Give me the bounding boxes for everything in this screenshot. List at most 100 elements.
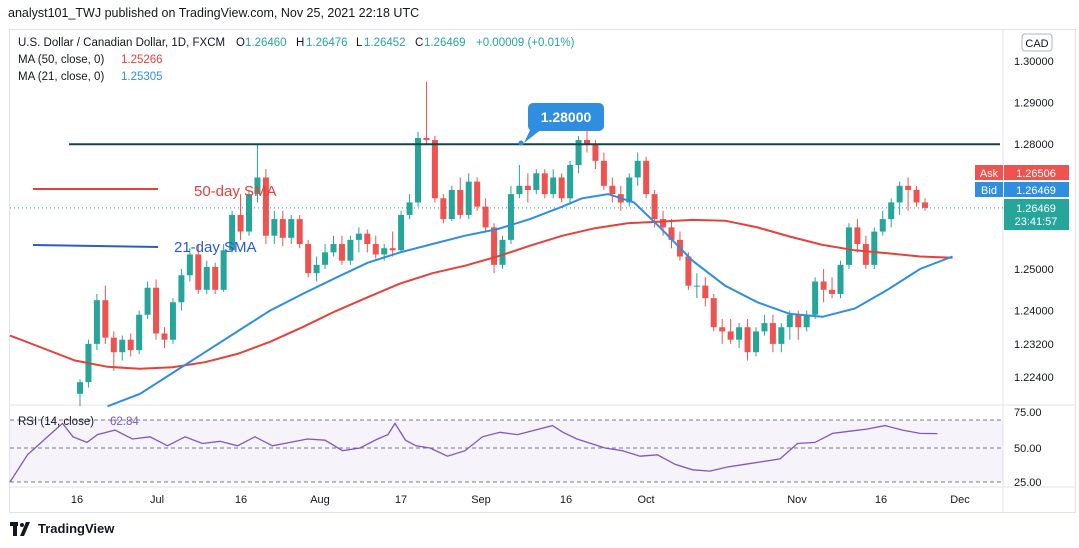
- candle: [423, 81, 430, 145]
- candle: [102, 285, 109, 344]
- candle: [440, 194, 447, 224]
- candle: [702, 277, 709, 307]
- candle-body: [296, 219, 303, 245]
- candle: [322, 244, 329, 269]
- candle-body: [558, 177, 565, 199]
- candle: [862, 235, 869, 269]
- candle-body: [448, 189, 455, 220]
- price-tick-label: 1.24000: [1014, 306, 1054, 318]
- candle: [389, 231, 396, 257]
- candle-body: [871, 231, 878, 265]
- candle: [609, 177, 616, 203]
- currency-badge-box[interactable]: [1021, 33, 1053, 52]
- resistance-callout[interactable]: 1.28000: [518, 103, 605, 146]
- candle-body: [220, 250, 227, 290]
- candle-body: [457, 189, 464, 215]
- candle: [736, 323, 743, 349]
- candle: [516, 165, 523, 199]
- candle: [431, 135, 438, 203]
- candle: [499, 235, 506, 269]
- candle: [533, 169, 540, 195]
- candle-body: [372, 244, 379, 255]
- candle: [854, 219, 861, 253]
- ma50-legend-label: MA (50, close, 0): [18, 54, 104, 66]
- symbol-title: U.S. Dollar / Canadian Dollar, 1D, FXCM: [18, 37, 225, 49]
- candle-body: [795, 314, 802, 328]
- tradingview-logo[interactable]: TradingView: [10, 521, 114, 536]
- resistance-label: 1.28000: [541, 109, 592, 125]
- time-tick-label: Nov: [787, 494, 807, 506]
- low-value: 1.26452: [364, 37, 406, 49]
- candle: [820, 269, 827, 303]
- bid-price: 1.26469: [1016, 185, 1056, 197]
- candle-body: [786, 314, 793, 328]
- sma50-annotation-label[interactable]: 50-day SMA: [194, 183, 277, 200]
- candle-body: [837, 264, 844, 294]
- time-tick-label: Jul: [150, 494, 164, 506]
- candle-body: [685, 256, 692, 286]
- candle-body: [381, 248, 388, 255]
- candle: [296, 214, 303, 249]
- candle: [355, 227, 362, 253]
- candle-body: [398, 214, 405, 251]
- candle-body: [626, 177, 633, 203]
- candle-body: [769, 323, 776, 344]
- candle: [550, 169, 557, 199]
- candle-body: [169, 302, 176, 340]
- candle: [567, 160, 574, 203]
- candle-body: [913, 189, 920, 203]
- candle: [491, 223, 498, 274]
- candle-body: [702, 285, 709, 299]
- candle-body: [812, 281, 819, 315]
- candle: [871, 227, 878, 269]
- candle-body: [229, 214, 236, 251]
- price-tick-label: 1.29000: [1014, 98, 1054, 110]
- candle-body: [584, 140, 590, 145]
- currency-badge[interactable]: CAD: [1025, 38, 1048, 50]
- candles-layer: [77, 81, 928, 407]
- candle: [600, 152, 607, 190]
- candle-body: [330, 244, 337, 253]
- candle: [305, 239, 312, 278]
- candle: [178, 269, 185, 311]
- candle-body: [719, 327, 726, 332]
- open-label: O: [236, 37, 245, 49]
- candle-body: [195, 254, 202, 290]
- ma50-line: [9, 218, 953, 370]
- candle-body: [246, 194, 252, 232]
- candle: [896, 181, 903, 215]
- time-tick-label: Aug: [310, 494, 330, 506]
- candle-body: [423, 137, 430, 141]
- time-axis: 16 Jul 16 Aug 17 Sep 16 Oct Nov 16 Dec: [71, 494, 970, 506]
- candle-body: [634, 160, 641, 178]
- sma21-annotation-label[interactable]: 21-day SMA: [174, 239, 257, 256]
- candle-body: [431, 140, 438, 199]
- candle: [634, 152, 641, 186]
- candle-body: [820, 281, 827, 290]
- candle: [541, 169, 548, 199]
- candle: [803, 310, 810, 332]
- price-axis: 1.30000 1.29000 1.28000 1.25000 1.24000 1.232…: [1014, 56, 1054, 384]
- candle-body: [575, 140, 582, 165]
- sma21-annotation-line[interactable]: [32, 244, 159, 248]
- candle-body: [693, 285, 700, 287]
- ma50-legend-value: 1.25266: [121, 54, 163, 66]
- candle: [195, 244, 202, 294]
- time-tick-label: Sep: [471, 494, 491, 506]
- candle-body: [905, 185, 912, 190]
- candle: [119, 335, 126, 361]
- candle-body: [710, 298, 717, 328]
- candle-body: [753, 331, 759, 353]
- candle: [110, 331, 117, 371]
- candle-body: [279, 219, 286, 238]
- candle-body: [761, 323, 768, 332]
- candle: [524, 173, 531, 203]
- candle-body: [474, 181, 481, 207]
- candle-body: [305, 244, 312, 274]
- candle-body: [161, 333, 168, 340]
- close-label: C: [415, 37, 423, 49]
- candle-body: [153, 287, 160, 334]
- candle-body: [533, 173, 540, 190]
- candle: [203, 260, 210, 294]
